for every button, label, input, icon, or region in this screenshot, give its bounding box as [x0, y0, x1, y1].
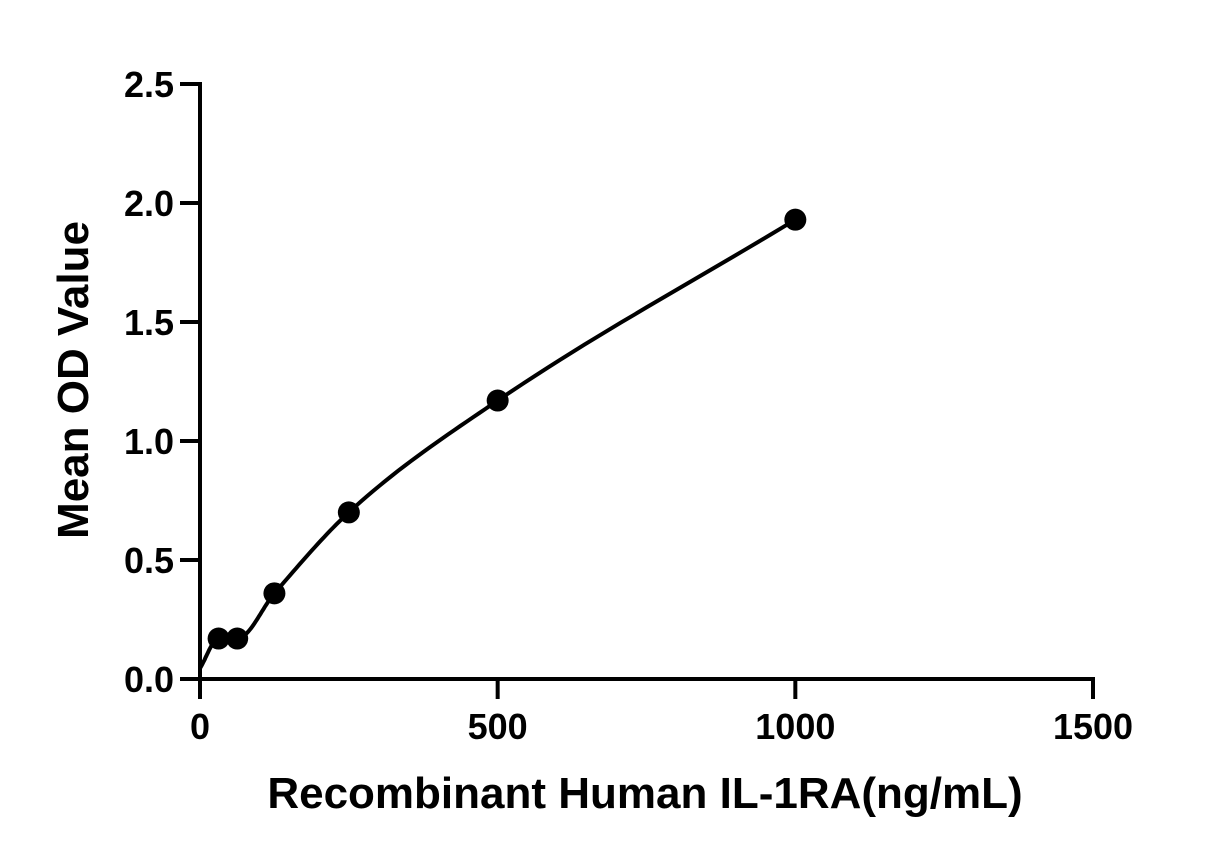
y-tick-label: 1.5: [124, 302, 174, 343]
fit-curve: [198, 217, 797, 670]
y-tick-label: 0.5: [124, 540, 174, 581]
y-tick-label: 1.0: [124, 421, 174, 462]
axes: [198, 82, 1095, 681]
data-point: [207, 627, 230, 650]
data-point: [226, 627, 249, 650]
x-tick-label: 1500: [1053, 706, 1133, 747]
data-points: [207, 208, 807, 650]
y-axis-title: Mean OD Value: [49, 221, 98, 539]
x-tick-label: 500: [468, 706, 528, 747]
data-point: [486, 389, 509, 412]
x-tick-label: 0: [190, 706, 210, 747]
x-tick-label: 1000: [755, 706, 835, 747]
x-ticks: 0 500 1000 1500: [190, 679, 1133, 747]
data-point: [784, 208, 807, 231]
data-point: [337, 501, 360, 524]
y-tick-label: 2.0: [124, 183, 174, 224]
y-tick-label: 2.5: [124, 64, 174, 105]
y-tick-label: 0.0: [124, 659, 174, 700]
data-point: [263, 582, 286, 605]
y-ticks: 0.0 0.5 1.0 1.5 2.0 2.5: [124, 64, 200, 700]
x-axis-title: Recombinant Human IL-1RA(ng/mL): [267, 769, 1022, 818]
